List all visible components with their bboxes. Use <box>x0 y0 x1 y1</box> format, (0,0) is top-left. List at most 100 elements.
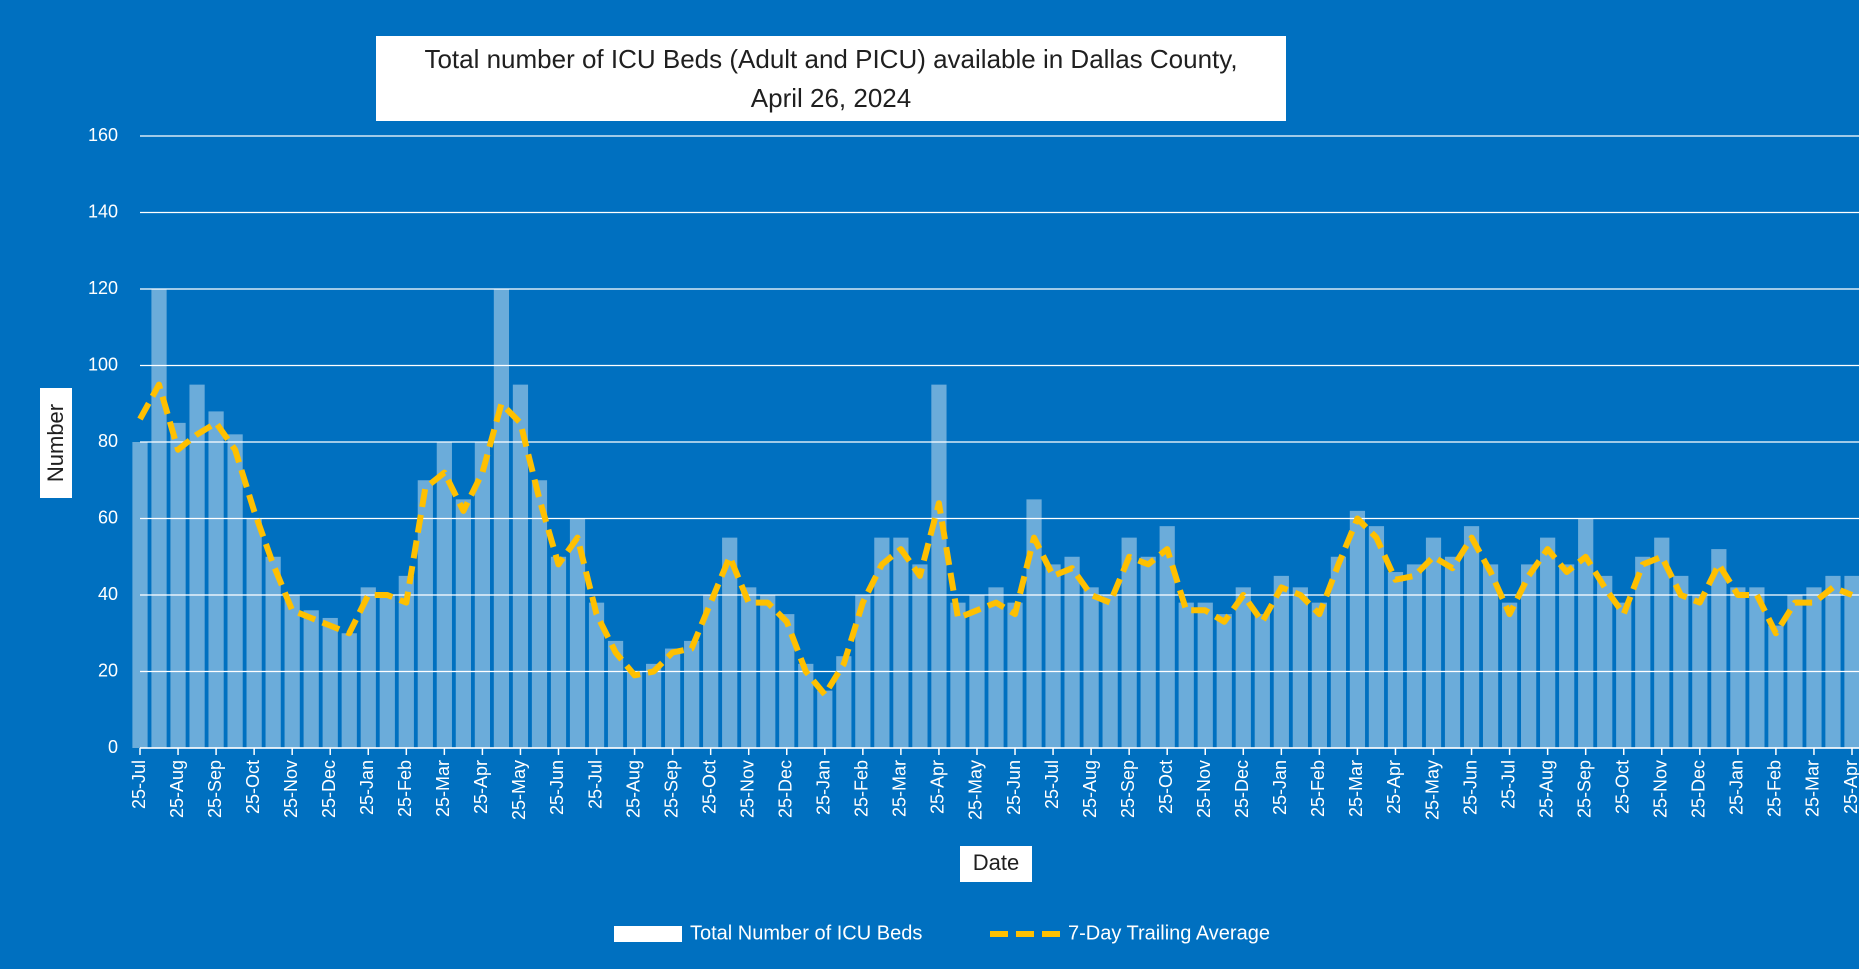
bar <box>817 690 833 748</box>
bar <box>1578 518 1594 748</box>
bar <box>1311 602 1327 748</box>
x-tick-label: 25-Nov <box>1651 760 1671 818</box>
bar <box>246 518 262 748</box>
x-tick-label: 25-Aug <box>1080 760 1100 818</box>
bar <box>1635 556 1651 748</box>
bar <box>322 617 338 748</box>
bar <box>132 442 148 748</box>
x-tick-label: 25-Jul <box>1042 760 1062 809</box>
x-label-box <box>960 846 1032 882</box>
bar <box>893 537 909 748</box>
x-tick-label: 25-Jul <box>129 760 149 809</box>
bar <box>1844 575 1859 748</box>
x-tick-label: 25-Dec <box>776 760 796 818</box>
x-tick-label: 25-Apr <box>928 760 948 814</box>
bar <box>645 663 662 748</box>
x-tick-label: 25-Sep <box>661 760 681 818</box>
x-tick-label: 25-Sep <box>1574 760 1594 818</box>
y-tick-label: 160 <box>88 125 118 145</box>
bar <box>1616 602 1632 748</box>
y-tick-label: 20 <box>98 660 118 680</box>
bar <box>512 384 529 748</box>
bar <box>1730 587 1746 748</box>
x-tick-label: 25-Jun <box>1460 760 1480 815</box>
bar <box>1235 587 1251 748</box>
bar <box>931 384 947 748</box>
y-tick-label: 60 <box>98 507 118 527</box>
bar <box>379 595 395 748</box>
bar <box>626 671 643 748</box>
bar <box>474 442 491 748</box>
bar <box>1463 526 1480 748</box>
bar <box>1597 575 1613 748</box>
bar <box>1406 564 1423 748</box>
y-tick-label: 40 <box>98 584 118 604</box>
bar <box>1749 587 1765 748</box>
bar <box>1140 556 1156 748</box>
x-tick-label: 25-May <box>509 760 529 820</box>
bar <box>703 595 719 748</box>
y-tick-label: 0 <box>108 737 118 757</box>
bar <box>1787 595 1803 748</box>
x-tick-label: 25-Apr <box>471 760 491 814</box>
bar <box>1673 575 1689 748</box>
bar <box>265 556 281 748</box>
bar <box>417 480 433 748</box>
bar <box>836 656 852 748</box>
bar <box>1521 564 1537 748</box>
bar <box>1102 595 1118 748</box>
title-box <box>376 36 1286 121</box>
bar <box>341 633 357 748</box>
y-tick-label: 100 <box>88 354 118 374</box>
bar <box>1482 564 1499 748</box>
bar <box>1387 572 1404 748</box>
bar <box>1064 556 1080 748</box>
bar <box>588 602 605 748</box>
bar <box>684 640 700 748</box>
bar <box>1540 537 1556 748</box>
bar <box>912 564 928 748</box>
x-tick-label: 25-Apr <box>1841 760 1859 814</box>
y-tick-label: 80 <box>98 431 118 451</box>
x-tick-label: 25-Feb <box>1765 760 1785 817</box>
bar <box>1083 587 1099 748</box>
bar <box>950 602 966 748</box>
bar <box>969 595 985 748</box>
x-tick-label: 25-Jul <box>585 760 605 809</box>
x-tick-label: 25-Oct <box>243 760 263 814</box>
bar <box>874 537 890 748</box>
bar <box>227 434 243 748</box>
bar <box>170 422 186 748</box>
bar <box>284 595 300 748</box>
bar <box>303 610 319 748</box>
x-tick-label: 25-Nov <box>737 760 757 818</box>
x-tick-label: 25-Jun <box>547 760 567 815</box>
y-tick-label: 120 <box>88 278 118 298</box>
x-tick-label: 25-May <box>966 760 986 820</box>
bar <box>360 587 376 748</box>
x-tick-label: 25-Aug <box>1536 760 1556 818</box>
x-tick-label: 25-Jan <box>1270 760 1290 815</box>
x-tick-label: 25-Dec <box>1689 760 1709 818</box>
bar <box>436 442 452 748</box>
bar <box>189 384 205 748</box>
x-tick-label: 25-Jul <box>1498 760 1518 809</box>
bar <box>151 289 167 748</box>
x-tick-label: 25-Feb <box>1308 760 1328 817</box>
legend-label: Total Number of ICU Beds <box>690 922 922 944</box>
x-tick-label: 25-May <box>1422 760 1442 820</box>
bar <box>1425 537 1442 748</box>
bar <box>607 640 624 748</box>
trend-line <box>137 381 1854 698</box>
bar <box>493 289 510 748</box>
y-axis-label: Number <box>43 404 68 482</box>
x-tick-label: 25-Mar <box>433 760 453 817</box>
bar <box>569 518 586 748</box>
bar <box>208 411 224 748</box>
y-tick-label: 140 <box>88 201 118 221</box>
bar <box>1768 625 1784 748</box>
legend-label: 7-Day Trailing Average <box>1068 922 1270 944</box>
x-tick-label: 25-Jan <box>814 760 834 815</box>
bar <box>1273 575 1289 748</box>
